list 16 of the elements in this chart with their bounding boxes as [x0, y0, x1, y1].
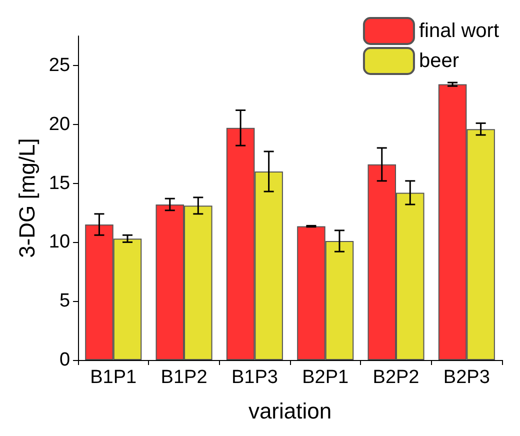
x-tick-label: B1P3: [231, 367, 278, 388]
x-tick-label: B2P2: [372, 367, 420, 388]
y-tick-label: 25: [48, 54, 70, 76]
x-tick-label: B1P1: [90, 367, 137, 388]
x-tick-label: B2P3: [443, 367, 490, 388]
legend-label: final wort: [418, 20, 500, 42]
y-tick-label: 20: [48, 114, 70, 135]
x-axis-title: variation: [248, 398, 332, 424]
y-axis-title: 3-DG [mg/L]: [14, 138, 40, 258]
legend-label: beer: [418, 50, 460, 72]
y-tick-label: 10: [48, 232, 70, 253]
x-tick-label: B1P2: [160, 367, 208, 388]
x-tick-label: B2P1: [302, 367, 349, 388]
y-tick-label: 0: [59, 350, 70, 370]
y-tick-label: 5: [59, 290, 70, 312]
y-tick-label: 15: [48, 172, 70, 194]
